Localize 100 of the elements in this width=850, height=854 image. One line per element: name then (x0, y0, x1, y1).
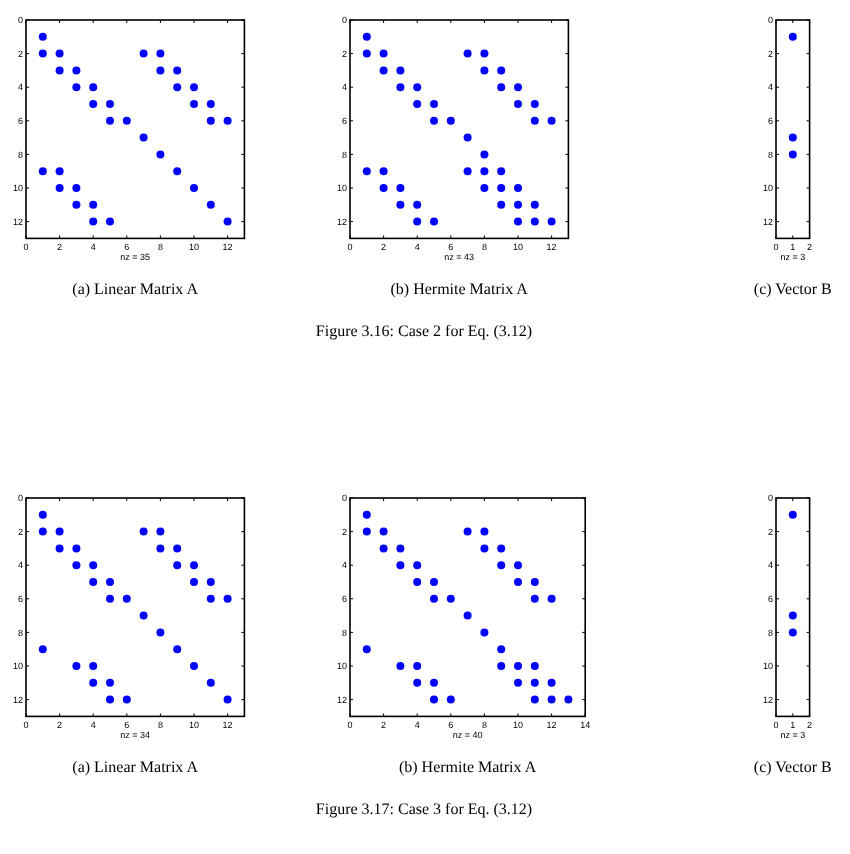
point (173, 167, 182, 176)
text: (b) Hermite Matrix A (390, 280, 529, 299)
point (396, 200, 405, 209)
point (89, 217, 98, 226)
point (362, 645, 371, 654)
point (379, 527, 388, 536)
point (38, 645, 47, 654)
point (497, 83, 506, 92)
point (156, 628, 165, 637)
point (564, 695, 573, 704)
point (480, 544, 489, 553)
point (514, 561, 522, 570)
point (379, 184, 388, 192)
point (497, 544, 506, 553)
point (89, 561, 98, 570)
point (55, 184, 64, 192)
point (514, 578, 522, 586)
point (38, 527, 47, 536)
point (106, 217, 114, 226)
point (514, 678, 522, 687)
point (379, 167, 388, 176)
point (413, 83, 422, 92)
point (38, 49, 47, 58)
point (173, 66, 182, 75)
point (362, 167, 371, 176)
point (156, 66, 165, 75)
point (122, 116, 131, 125)
point (190, 184, 198, 192)
point (362, 49, 371, 58)
point (530, 594, 539, 603)
point (173, 561, 182, 570)
point (413, 217, 422, 226)
point (514, 662, 522, 670)
point (38, 32, 47, 41)
point (413, 678, 422, 687)
point (530, 200, 539, 209)
point (514, 83, 522, 92)
point (72, 561, 81, 570)
point (446, 594, 455, 603)
point (38, 510, 47, 519)
point (497, 645, 506, 654)
point (480, 66, 489, 75)
point (139, 611, 148, 620)
point (446, 116, 455, 125)
point (206, 578, 215, 586)
point (223, 116, 232, 125)
point (89, 83, 98, 92)
point (530, 116, 539, 125)
caption: Figure 3.16: Case 2 for Eq. (3.12) (315, 322, 533, 341)
point (190, 100, 198, 108)
point (547, 594, 556, 603)
point (396, 184, 405, 192)
point (497, 167, 506, 176)
point (480, 49, 489, 58)
point (72, 544, 81, 553)
point (106, 116, 114, 125)
point (396, 561, 405, 570)
point (173, 645, 182, 654)
point (530, 217, 539, 226)
point (430, 116, 438, 125)
point (788, 510, 797, 519)
point (463, 611, 472, 620)
point (788, 133, 797, 142)
point (514, 217, 522, 226)
point (139, 527, 148, 536)
point (788, 32, 797, 41)
point (430, 578, 438, 586)
point (788, 628, 797, 637)
point (530, 100, 539, 108)
point (379, 66, 388, 75)
point (530, 662, 539, 670)
point (156, 527, 165, 536)
point (173, 544, 182, 553)
point (106, 695, 114, 704)
point (206, 200, 215, 209)
point (89, 100, 98, 108)
point (430, 695, 438, 704)
point (89, 662, 98, 670)
point (430, 100, 438, 108)
point (480, 184, 489, 192)
point (413, 578, 422, 586)
point (223, 217, 232, 226)
point (223, 594, 232, 603)
point (55, 49, 64, 58)
point (430, 594, 438, 603)
point (122, 695, 131, 704)
point (446, 695, 455, 704)
text: (a) Linear Matrix A (72, 758, 199, 777)
point (430, 678, 438, 687)
point (139, 49, 148, 58)
point (514, 100, 522, 108)
point (190, 561, 198, 570)
point (463, 167, 472, 176)
point (480, 628, 489, 637)
point (55, 527, 64, 536)
point (463, 527, 472, 536)
point (206, 100, 215, 108)
caption: Figure 3.17: Case 3 for Eq. (3.12) (315, 800, 533, 819)
point (497, 662, 506, 670)
point (173, 83, 182, 92)
